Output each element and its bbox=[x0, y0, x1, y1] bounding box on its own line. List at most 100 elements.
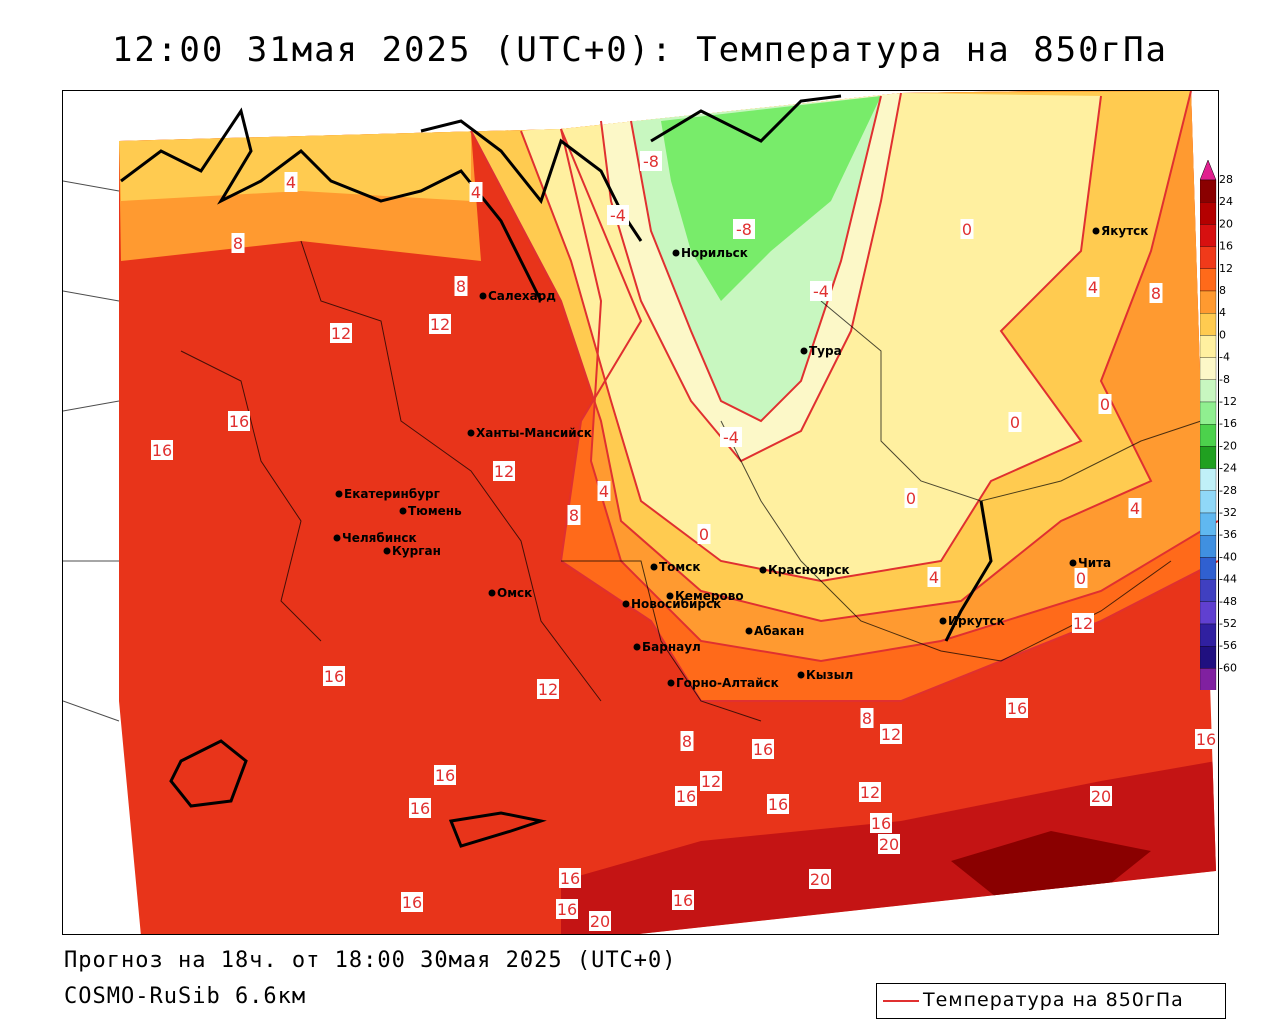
contour-label-text: 16 bbox=[402, 893, 422, 912]
contour-label: 12 bbox=[429, 314, 451, 334]
contour-label-text: 16 bbox=[324, 667, 344, 686]
contour-label-bg bbox=[680, 731, 694, 751]
colorbar-tick-label: -60 bbox=[1219, 661, 1237, 674]
colorbar-tick-label: 20 bbox=[1219, 217, 1233, 230]
city-marker[interactable]: Красноярск bbox=[759, 563, 850, 577]
contour-label-bg bbox=[567, 505, 581, 525]
contour-label-bg bbox=[810, 281, 832, 301]
city-dot bbox=[399, 507, 407, 515]
map-frame[interactable]: Норильск Якутск Салехард Тура Ханты-Мансийск… bbox=[62, 90, 1219, 935]
city-dot bbox=[800, 347, 808, 355]
city-label: Екатеринбург bbox=[344, 487, 440, 501]
city-dot bbox=[667, 679, 675, 687]
contour-label-bg bbox=[409, 798, 431, 818]
contour-label-text: 16 bbox=[871, 814, 891, 833]
contour-label: 8 bbox=[454, 276, 468, 296]
colorbar-swatch bbox=[1200, 290, 1217, 314]
contour-label-text: 12 bbox=[701, 772, 721, 791]
contour-label: 20 bbox=[589, 911, 611, 931]
colorbar-tick-label: -52 bbox=[1219, 617, 1237, 630]
city-marker[interactable]: Тюмень bbox=[399, 504, 463, 518]
contour-label-bg bbox=[752, 739, 774, 759]
contour-label: 16 bbox=[767, 794, 789, 814]
contour-label-bg bbox=[469, 182, 483, 202]
city-label: Кемерово bbox=[675, 589, 744, 603]
field-24-plus bbox=[951, 831, 1151, 901]
contour-label-text: -8 bbox=[643, 152, 659, 171]
contour-label: 16 bbox=[672, 890, 694, 910]
city-marker[interactable]: Абакан bbox=[745, 624, 805, 638]
contour-label: 16 bbox=[228, 411, 250, 431]
contour-label-text: 12 bbox=[860, 783, 880, 802]
contour-label-bg bbox=[401, 892, 423, 912]
city-dot bbox=[1069, 559, 1077, 567]
city-marker[interactable]: Ханты-Мансийск bbox=[467, 426, 592, 440]
city-marker[interactable]: Чита bbox=[1069, 556, 1112, 570]
city-dot bbox=[633, 643, 641, 651]
colorbar-tick-label: -20 bbox=[1219, 439, 1237, 452]
contour-label-text: 12 bbox=[430, 315, 450, 334]
contour-label-text: 0 bbox=[906, 489, 916, 508]
contour-label-text: 0 bbox=[1010, 413, 1020, 432]
contour-label-bg bbox=[1072, 613, 1094, 633]
city-dot bbox=[759, 566, 767, 574]
city-label: Салехард bbox=[488, 289, 556, 303]
contour-label: 12 bbox=[700, 771, 722, 791]
contour-label-bg bbox=[597, 481, 611, 501]
contour-label-text: 16 bbox=[1007, 699, 1027, 718]
city-label: Абакан bbox=[754, 624, 804, 638]
lake-baikal bbox=[944, 500, 993, 642]
contour-label-text: -8 bbox=[736, 220, 752, 239]
field-4-8-nw bbox=[119, 131, 471, 201]
city-marker[interactable]: Иркутск bbox=[939, 614, 1005, 628]
colorbar-tick-label: -12 bbox=[1219, 395, 1237, 408]
temperature-colorbar: 28 24 20 16 12 8 4 0 -4 -8 -12 -16 -20 -24 -28 -32 -36 -4… bbox=[1200, 160, 1237, 690]
contour-label-bg bbox=[228, 411, 250, 431]
contour-label-text: 0 bbox=[699, 525, 709, 544]
city-marker[interactable]: Барнаул bbox=[633, 640, 701, 654]
city-label: Новосибирск bbox=[631, 597, 721, 611]
contour-label-text: 12 bbox=[494, 462, 514, 481]
city-marker[interactable]: Якутск bbox=[1092, 224, 1149, 238]
city-marker[interactable]: Омск bbox=[488, 586, 533, 600]
city-marker[interactable]: Кемерово bbox=[666, 589, 744, 603]
contour-label: 16 bbox=[409, 798, 431, 818]
contour-label: 16 bbox=[401, 892, 423, 912]
isotherm-m4 bbox=[630, 95, 882, 423]
contour-label: 8 bbox=[680, 731, 694, 751]
city-dot bbox=[939, 617, 947, 625]
contour-label-text: 20 bbox=[590, 912, 610, 931]
city-marker[interactable]: Салехард bbox=[479, 289, 557, 303]
contour-label-bg bbox=[859, 782, 881, 802]
city-dot bbox=[479, 292, 487, 300]
city-marker[interactable]: Курган bbox=[383, 544, 441, 558]
contour-label: 16 bbox=[434, 765, 456, 785]
contour-label: 8 bbox=[567, 505, 581, 525]
contour-label-bg bbox=[434, 765, 456, 785]
city-marker[interactable]: Горно-Алтайск bbox=[667, 676, 779, 690]
city-label: Омск bbox=[497, 586, 532, 600]
contour-label: 4 bbox=[284, 172, 298, 192]
contour-label-bg bbox=[556, 899, 578, 919]
contour-label-bg bbox=[878, 834, 900, 854]
contour-label: -8 bbox=[733, 219, 755, 239]
city-marker[interactable]: Норильск bbox=[672, 246, 748, 260]
colorbar-tick-label: 8 bbox=[1219, 284, 1226, 297]
contour-label: 8 bbox=[231, 233, 245, 253]
city-marker[interactable]: Новосибирск bbox=[622, 597, 722, 611]
contour-label-bg bbox=[1128, 498, 1142, 518]
contour-label-text: 16 bbox=[673, 891, 693, 910]
colorbar-swatch bbox=[1200, 313, 1217, 336]
contour-label-text: 12 bbox=[538, 680, 558, 699]
temperature-map[interactable]: Норильск Якутск Салехард Тура Ханты-Мансийск… bbox=[63, 91, 1218, 934]
colorbar-swatch bbox=[1200, 268, 1217, 292]
contour-label-bg bbox=[860, 708, 874, 728]
city-marker[interactable]: Томск bbox=[650, 560, 701, 574]
contour-label: 16 bbox=[870, 813, 892, 833]
city-marker[interactable]: Кызыл bbox=[797, 668, 854, 682]
city-marker[interactable]: Екатеринбург bbox=[335, 487, 440, 501]
city-marker[interactable]: Челябинск bbox=[333, 531, 417, 545]
contour-label-text: 20 bbox=[1091, 787, 1111, 806]
city-marker[interactable]: Тура bbox=[800, 344, 842, 358]
contour-label-bg bbox=[700, 771, 722, 791]
